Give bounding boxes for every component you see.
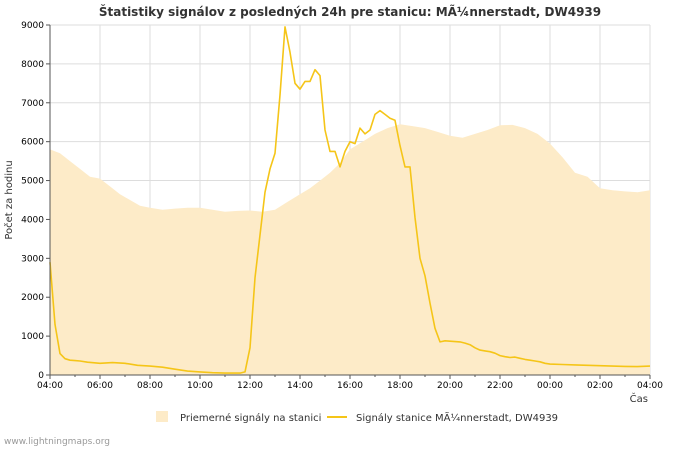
y-tick-label: 1000 <box>21 332 44 342</box>
y-tick-label: 5000 <box>21 177 44 187</box>
y-axis-label: Počet za hodinu <box>3 160 15 239</box>
legend: Priemerné signály na stanici Signály sta… <box>156 411 558 424</box>
area-series <box>50 124 650 375</box>
y-tick-label: 4000 <box>21 215 44 225</box>
x-tick-label: 04:00 <box>37 381 63 391</box>
y-tick-label: 9000 <box>21 21 44 31</box>
x-tick-label: 10:00 <box>187 381 213 391</box>
y-tick-label: 8000 <box>21 60 44 70</box>
line-series <box>49 26 651 374</box>
x-tick-label: 04:00 <box>637 381 663 391</box>
x-tick-labels: 04:00 06:00 08:00 10:00 12:00 14:00 16:00 18:00… <box>37 381 663 391</box>
footer-credit: www.lightningmaps.org <box>4 437 110 447</box>
legend-area-label: Priemerné signály na stanici <box>180 412 321 424</box>
average-signals-area <box>50 124 650 375</box>
y-tick-label: 2000 <box>21 293 44 303</box>
y-tick-label: 0 <box>38 371 44 381</box>
x-tick-label: 18:00 <box>387 381 413 391</box>
y-tick-label: 7000 <box>21 99 44 109</box>
x-tick-label: 14:00 <box>287 381 313 391</box>
x-tick-label: 16:00 <box>337 381 363 391</box>
x-tick-label: 12:00 <box>237 381 263 391</box>
x-axis-label: Čas <box>630 392 648 405</box>
x-tick-label: 08:00 <box>137 381 163 391</box>
x-tick-label: 06:00 <box>87 381 113 391</box>
x-tick-label: 02:00 <box>587 381 613 391</box>
legend-area-swatch <box>156 411 168 422</box>
x-tick-label: 20:00 <box>437 381 463 391</box>
x-tick-label: 22:00 <box>487 381 513 391</box>
y-tick-label: 6000 <box>21 138 44 148</box>
station-signals-line <box>49 26 651 374</box>
legend-line-label: Signály stanice MÃ¼nnerstadt, DW4939 <box>356 411 558 424</box>
x-tick-label: 00:00 <box>537 381 563 391</box>
chart-title: Štatistiky signálov z posledných 24h pre… <box>99 4 601 19</box>
axes <box>46 24 651 379</box>
y-tick-labels: 0 1000 2000 3000 4000 5000 6000 7000 8000 9000 <box>21 21 44 381</box>
y-tick-label: 3000 <box>21 254 44 264</box>
